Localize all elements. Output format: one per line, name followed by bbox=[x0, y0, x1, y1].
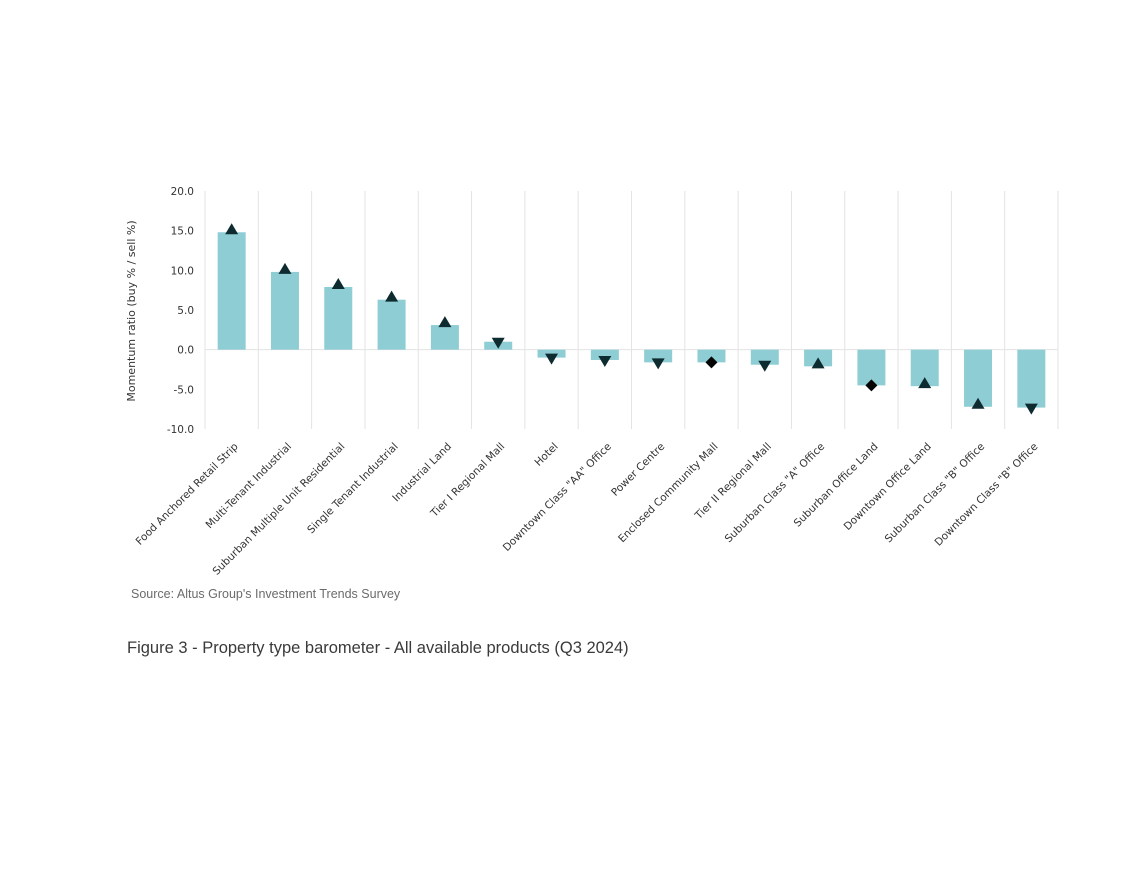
figure-caption: Figure 3 - Property type barometer - All… bbox=[127, 639, 629, 657]
marker-up-triangle bbox=[438, 316, 452, 328]
source-note: Source: Altus Group's Investment Trends … bbox=[131, 587, 401, 601]
bar bbox=[964, 349, 993, 407]
y-tick-label: 20.0 bbox=[171, 186, 194, 198]
bar bbox=[377, 299, 406, 350]
x-tick-label: Downtown Class "B" Office bbox=[932, 441, 1040, 549]
bar bbox=[1017, 349, 1046, 408]
bar bbox=[590, 349, 619, 360]
x-tick-label: Food Anchored Retail Strip bbox=[134, 440, 241, 547]
bar-chart: 20.0 15.0 10.0 5.0 0.0 -5.0 -10.0 Food Anchore… bbox=[125, 186, 1059, 578]
x-tick-label: Power Centre bbox=[609, 441, 667, 499]
x-tick-label: Single Tenant Industrial bbox=[305, 441, 401, 537]
marker-diamond bbox=[865, 379, 878, 392]
marker-down-triangle bbox=[491, 337, 505, 349]
y-tick-label: -5.0 bbox=[174, 384, 195, 396]
marker-down-triangle bbox=[651, 358, 665, 370]
x-tick-label: Downtown Class "AA" Office bbox=[501, 441, 614, 554]
y-tick-label: 0.0 bbox=[177, 345, 194, 357]
y-axis-label: Momentum ratio (buy % / sell %) bbox=[125, 220, 138, 401]
marker-down-triangle bbox=[545, 353, 559, 365]
bar bbox=[270, 271, 299, 350]
marker-diamond bbox=[705, 356, 718, 369]
bar bbox=[217, 232, 246, 350]
bar bbox=[430, 325, 459, 350]
marker-up-triangle bbox=[278, 262, 292, 274]
x-tick-label: Enclosed Community Mall bbox=[616, 441, 720, 545]
marker-down-triangle bbox=[758, 360, 772, 372]
grid-lines bbox=[204, 191, 1059, 429]
bars bbox=[217, 232, 1046, 408]
x-tick-label: Downtown Office Land bbox=[842, 441, 934, 533]
marker-down-triangle bbox=[1024, 403, 1038, 415]
marker-up-triangle bbox=[971, 397, 985, 409]
marker-up-triangle bbox=[811, 357, 825, 369]
bar bbox=[697, 349, 726, 363]
marker-up-triangle bbox=[918, 377, 932, 389]
y-tick-label: 10.0 bbox=[171, 265, 194, 277]
marker-up-triangle bbox=[225, 223, 239, 235]
marker-up-triangle bbox=[331, 277, 345, 289]
x-tick-label: Hotel bbox=[532, 441, 560, 469]
x-tick-label: Suburban Class "A" Office bbox=[723, 441, 828, 546]
bar bbox=[750, 349, 779, 365]
bar bbox=[324, 286, 353, 350]
y-tick-label: -10.0 bbox=[167, 424, 194, 436]
x-tick-label: Suburban Class "B" Office bbox=[883, 441, 988, 546]
y-tick-label: 5.0 bbox=[177, 305, 194, 317]
y-tick-label: 15.0 bbox=[171, 226, 194, 238]
y-axis-ticks: 20.0 15.0 10.0 5.0 0.0 -5.0 -10.0 bbox=[167, 186, 194, 436]
marker-down-triangle bbox=[598, 355, 612, 367]
markers bbox=[225, 223, 1038, 415]
bar bbox=[644, 349, 673, 363]
x-tick-label: Multi-Tenant Industrial bbox=[204, 441, 295, 532]
marker-up-triangle bbox=[385, 290, 399, 302]
